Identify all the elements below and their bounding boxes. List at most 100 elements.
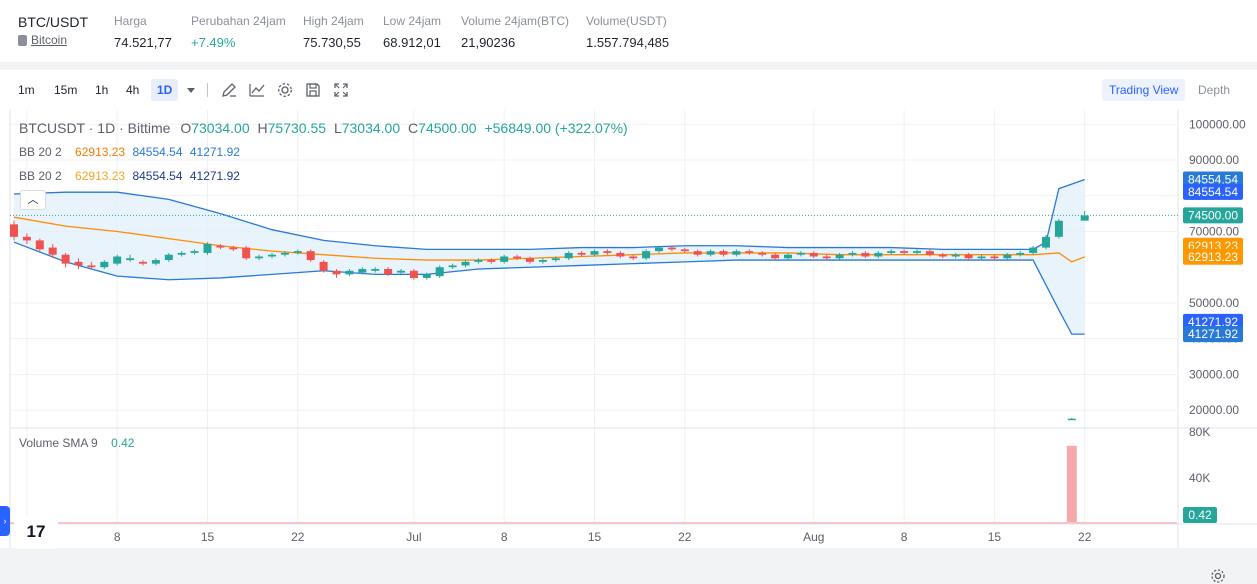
depth-button[interactable]: Depth xyxy=(1198,83,1231,97)
candle-body xyxy=(758,252,767,255)
legend-bb-mid: 62913.23 xyxy=(75,169,126,183)
candle-body xyxy=(977,256,986,259)
candle-body xyxy=(126,258,135,261)
coin-link[interactable]: Bitcoin xyxy=(18,33,88,47)
bb-upper-badge-2: 84554.54 xyxy=(1188,185,1238,199)
volume-axis-label: 80K xyxy=(1189,425,1210,439)
time-axis-label: 8 xyxy=(114,530,121,544)
candle-body xyxy=(255,256,264,259)
time-axis-label: 15 xyxy=(201,530,215,544)
candle-body xyxy=(706,251,715,255)
draw-pen-icon[interactable] xyxy=(220,81,238,99)
time-axis-label: 15 xyxy=(588,530,602,544)
candle-body xyxy=(551,258,560,261)
candle-body xyxy=(35,240,44,250)
legend-symbol: BTCUSDT · 1D · Bittime xyxy=(19,120,171,136)
market-header: BTC/USDT Bitcoin Harga 74.521,77 Perubah… xyxy=(0,0,1257,62)
coin-name[interactable]: Bitcoin xyxy=(31,33,68,47)
candle-body xyxy=(680,249,689,252)
candle-body xyxy=(151,260,160,264)
time-axis-label: 22 xyxy=(1078,530,1092,544)
chart-settings-icon[interactable] xyxy=(1210,568,1226,584)
timeframe-1m[interactable]: 1m xyxy=(18,83,35,97)
candle-body xyxy=(500,256,509,262)
bb-lower-badge: 41271.92 xyxy=(1188,315,1238,329)
indicator-icon[interactable] xyxy=(248,81,266,99)
time-axis-label: 8 xyxy=(901,530,908,544)
candle-body xyxy=(190,251,199,253)
candle-body xyxy=(422,274,431,278)
candle-body xyxy=(139,261,147,264)
timeframe-15m[interactable]: 15m xyxy=(54,83,78,97)
bb-lower-badge-bg xyxy=(1183,313,1243,330)
bollinger-lower-line xyxy=(13,241,1085,335)
candle-body xyxy=(1042,236,1050,248)
side-panel-toggle[interactable]: › xyxy=(0,506,10,536)
stat-volume-usdt: Volume(USDT) 1.557.794,485 xyxy=(586,14,669,50)
candle-body xyxy=(874,252,883,257)
candle-body xyxy=(229,247,238,250)
legend-high: 75730.55 xyxy=(267,120,327,136)
coin-icon xyxy=(18,34,27,46)
candle-body xyxy=(951,254,960,257)
legend-bb-name: BB 20 2 xyxy=(19,145,62,159)
candle-body xyxy=(629,256,638,259)
candle-body xyxy=(809,252,818,257)
fullscreen-icon[interactable] xyxy=(332,81,350,99)
candle-body xyxy=(448,265,457,268)
candle-body xyxy=(345,270,354,275)
candle-body xyxy=(384,269,393,275)
stat-label: Low 24jam xyxy=(383,14,442,28)
save-icon[interactable] xyxy=(304,81,322,99)
timeframe-4h[interactable]: 4h xyxy=(126,83,140,97)
candle-body xyxy=(242,247,251,259)
candle-body xyxy=(216,245,225,248)
volume-axis-label: 40K xyxy=(1189,471,1210,485)
candle-body xyxy=(693,251,702,255)
chart-panel: 1m 15m 1h 4h 1D Trading View Depth 10000… xyxy=(0,70,1257,583)
time-axis-label: Jul xyxy=(406,530,421,544)
candle-body xyxy=(887,251,896,253)
timeframe-dropdown-icon[interactable] xyxy=(182,81,200,99)
legend-high-label: H xyxy=(257,120,268,136)
price-axis-label: 90000.00 xyxy=(1189,153,1239,167)
stat-low: Low 24jam 68.912,01 xyxy=(383,14,441,50)
candle-body xyxy=(371,269,380,271)
candle-body xyxy=(461,261,470,266)
bb-mid-badge-2: 62913.23 xyxy=(1188,250,1238,264)
collapse-legend-button[interactable]: ︿ xyxy=(20,190,46,210)
timeframe-1d[interactable]: 1D xyxy=(151,79,179,101)
candle-body xyxy=(1029,247,1038,253)
bb-upper-badge-2-bg xyxy=(1183,183,1243,200)
candle-body xyxy=(655,247,663,252)
settings-gear-icon[interactable] xyxy=(276,81,294,99)
candle-body xyxy=(1003,254,1012,259)
candle-body xyxy=(268,254,276,257)
legend-bb-lower: 41271.92 xyxy=(189,145,240,159)
chart-area[interactable]: 100000.0090000.0080000.0070000.0050000.0… xyxy=(0,110,1257,583)
stat-value: +7.49% xyxy=(191,35,236,50)
legend-bb-lower: 41271.92 xyxy=(189,169,240,183)
trading-view-button[interactable]: Trading View xyxy=(1102,79,1186,101)
legend-open-label: O xyxy=(180,120,192,136)
candlestick-chart[interactable]: 100000.0090000.0080000.0070000.0050000.0… xyxy=(0,110,1257,548)
time-axis-label: 22 xyxy=(678,530,692,544)
candle-body xyxy=(526,258,534,262)
candle-body xyxy=(293,251,302,253)
stat-value: 1.557.794,485 xyxy=(586,35,670,50)
candle-body xyxy=(848,252,857,255)
candle-body xyxy=(10,224,18,237)
stat-label: High 24jam xyxy=(303,14,364,28)
bb-upper-badge-bg xyxy=(1183,171,1243,188)
price-axis-label: 30000.00 xyxy=(1189,367,1239,381)
candle-body xyxy=(835,254,844,259)
candle-body xyxy=(913,251,921,253)
candle-body xyxy=(397,270,405,273)
timeframe-1h[interactable]: 1h xyxy=(95,83,109,97)
legend-bb-name: BB 20 2 xyxy=(19,169,62,183)
time-axis-label: 8 xyxy=(501,530,508,544)
stat-value: 21,90236 xyxy=(461,35,516,50)
candle-body xyxy=(642,251,651,259)
candle-body xyxy=(667,247,676,250)
candle-body xyxy=(280,252,289,255)
